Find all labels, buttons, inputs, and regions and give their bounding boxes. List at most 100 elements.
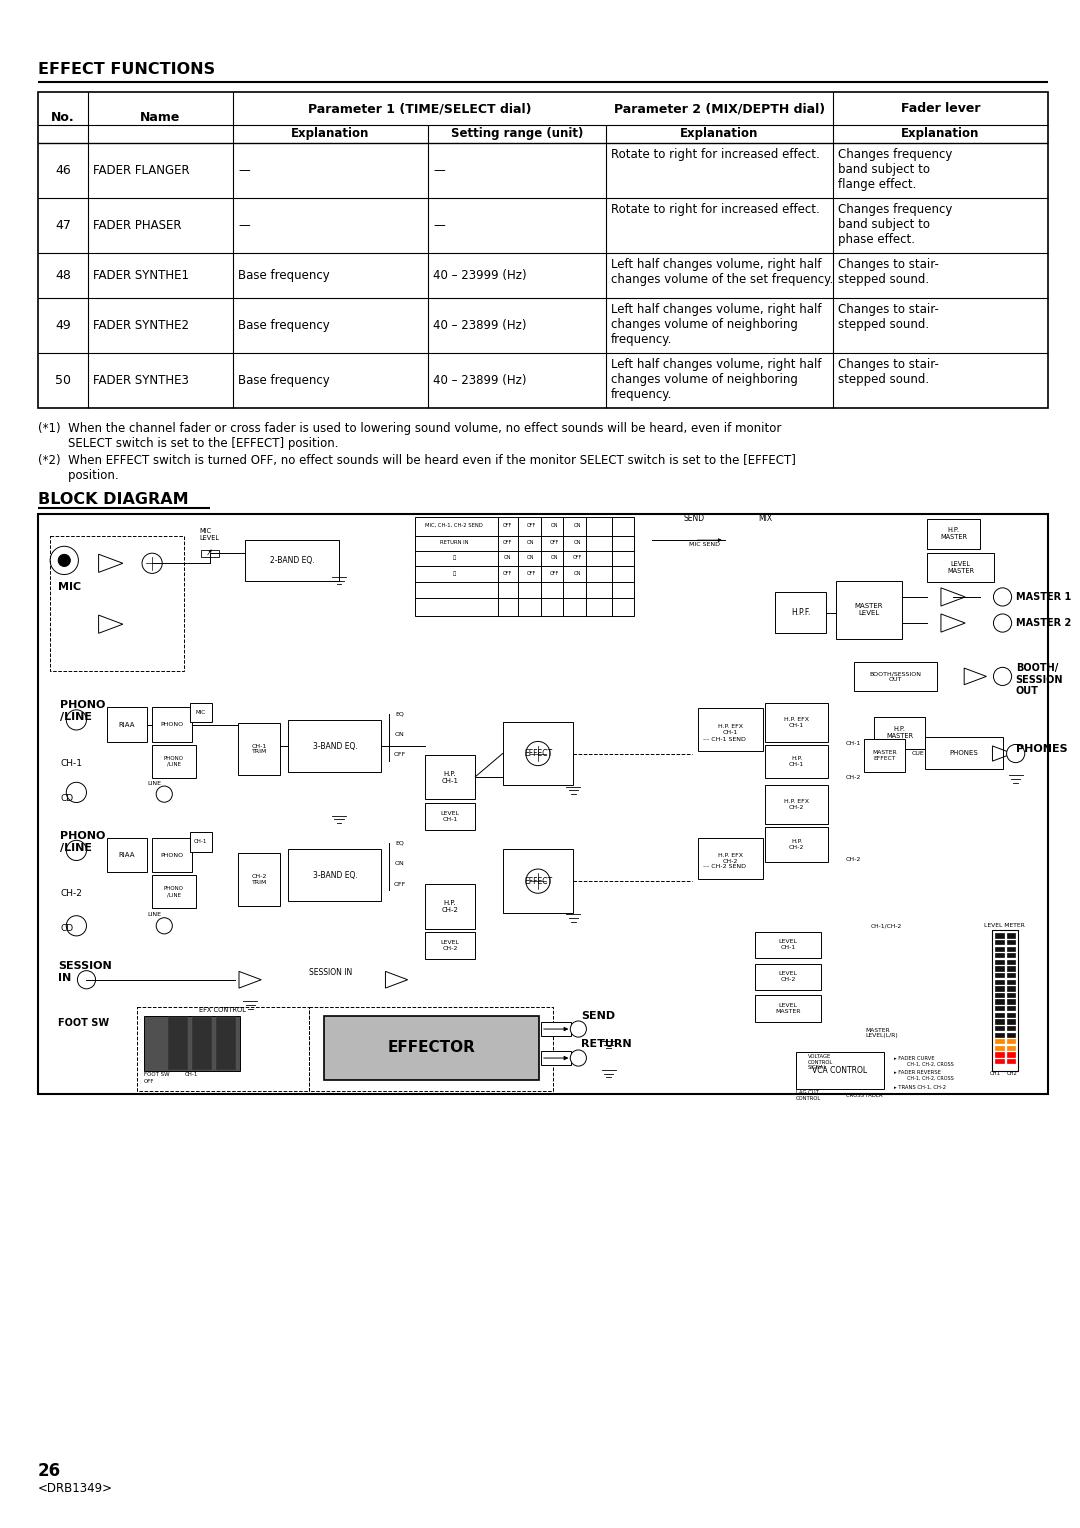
Bar (1007, 953, 1015, 958)
Text: SEND: SEND (581, 1010, 616, 1021)
Circle shape (66, 915, 86, 935)
Bar (415, 516, 634, 616)
Text: —: — (238, 163, 249, 177)
Text: (*1)  When the channel fader or cross fader is used to lowering sound volume, no: (*1) When the channel fader or cross fad… (38, 422, 781, 451)
Bar (189, 831, 212, 851)
Circle shape (157, 785, 173, 802)
Text: 46: 46 (55, 163, 71, 177)
Bar (38, 513, 1048, 1094)
Text: EFFECT FUNCTIONS: EFFECT FUNCTIONS (38, 63, 215, 76)
Bar (766, 785, 828, 824)
Circle shape (157, 918, 173, 934)
Bar (324, 1016, 539, 1079)
Bar (152, 837, 191, 872)
Bar (996, 1013, 1004, 1018)
Circle shape (994, 668, 1012, 686)
Text: CD: CD (60, 924, 73, 934)
Text: H.P. EFX
CH-1: H.P. EFX CH-1 (718, 724, 743, 735)
Text: Explanation: Explanation (902, 127, 980, 141)
Text: 26: 26 (38, 1462, 62, 1481)
Text: PHONO
/LINE: PHONO /LINE (60, 831, 106, 853)
Text: CH2: CH2 (1008, 1071, 1018, 1076)
Bar (996, 999, 1004, 1005)
Text: –– CH-2 SEND: –– CH-2 SEND (703, 865, 745, 869)
Text: 40 – 23999 (Hz): 40 – 23999 (Hz) (433, 269, 527, 283)
Text: OFF: OFF (144, 1079, 154, 1083)
Text: MASTER
EFFECT: MASTER EFFECT (872, 750, 896, 761)
Bar (766, 827, 828, 862)
Bar (1007, 940, 1015, 946)
Text: H.P.F.: H.P.F. (791, 608, 810, 617)
Bar (424, 932, 475, 960)
Bar (996, 1033, 1004, 1038)
Bar (996, 993, 1004, 998)
Text: MIX: MIX (758, 513, 772, 523)
Text: FADER PHASER: FADER PHASER (93, 219, 181, 232)
Bar (854, 662, 937, 691)
Bar (1007, 1059, 1015, 1065)
Text: CD: CD (60, 793, 73, 802)
Bar (766, 744, 828, 778)
Text: Changes to stair-
stepped sound.: Changes to stair- stepped sound. (838, 358, 939, 387)
Text: OFF: OFF (550, 541, 558, 545)
Text: Explanation: Explanation (680, 127, 758, 141)
Bar (288, 850, 381, 902)
Text: OFF: OFF (503, 541, 512, 545)
Text: OUT: OUT (1015, 686, 1039, 697)
Bar (1007, 966, 1015, 972)
Text: RIAA: RIAA (119, 853, 135, 859)
Bar (755, 964, 821, 990)
Bar (152, 744, 195, 778)
Text: PHONO
/LINE: PHONO /LINE (164, 886, 184, 897)
Text: —: — (238, 219, 249, 232)
Text: <DRB1349>: <DRB1349> (38, 1482, 113, 1494)
Circle shape (78, 970, 95, 989)
Text: OFF: OFF (393, 882, 406, 886)
Bar (1007, 999, 1015, 1005)
Bar (107, 707, 147, 743)
Text: FADER SYNTHE1: FADER SYNTHE1 (93, 269, 189, 283)
Text: ON: ON (573, 571, 581, 576)
Bar (238, 723, 281, 775)
Text: ON: ON (573, 541, 581, 545)
Bar (1007, 1033, 1015, 1038)
Text: Explanation: Explanation (292, 127, 369, 141)
Text: MIC
LEVEL: MIC LEVEL (200, 527, 219, 541)
Circle shape (570, 1050, 586, 1067)
Bar (502, 721, 573, 785)
Bar (698, 837, 764, 880)
Text: CROSS FADER: CROSS FADER (846, 1093, 882, 1097)
Text: LEVEL
CH-2: LEVEL CH-2 (779, 972, 797, 983)
Bar (1007, 1019, 1015, 1025)
Bar (766, 703, 828, 743)
Text: Ⓐ: Ⓐ (453, 571, 456, 576)
Text: –– CH-1 SEND: –– CH-1 SEND (703, 736, 745, 741)
Bar (238, 853, 281, 906)
Bar (168, 1018, 188, 1070)
Text: ON: ON (394, 862, 404, 866)
Text: SESSION: SESSION (1015, 675, 1063, 685)
Bar (1007, 1053, 1015, 1057)
Text: CH-1/CH-2: CH-1/CH-2 (870, 923, 902, 929)
Bar (541, 1022, 571, 1036)
Bar (996, 1005, 1004, 1012)
Bar (996, 1019, 1004, 1025)
Text: FADER FLANGER: FADER FLANGER (93, 163, 190, 177)
Text: PHONES: PHONES (1015, 744, 1067, 753)
Text: RIAA: RIAA (119, 721, 135, 727)
Text: CH-1
TRIM: CH-1 TRIM (252, 744, 267, 755)
Text: H.P. EFX
CH-2: H.P. EFX CH-2 (718, 853, 743, 863)
Text: PHONO
/LINE: PHONO /LINE (164, 756, 184, 767)
Text: H.P.
CH-2: H.P. CH-2 (442, 900, 459, 912)
Text: MIC: MIC (58, 582, 81, 591)
Text: FOOT SW: FOOT SW (58, 1018, 109, 1028)
Text: FADER SYNTHE2: FADER SYNTHE2 (93, 319, 189, 332)
Bar (201, 550, 219, 558)
Text: CH-2: CH-2 (846, 857, 862, 862)
Text: CUE: CUE (912, 752, 924, 756)
Bar (541, 1051, 571, 1065)
Text: 3-BAND EQ.: 3-BAND EQ. (312, 741, 357, 750)
Text: OFF: OFF (572, 555, 582, 559)
Text: RETURN IN: RETURN IN (440, 541, 469, 545)
Text: LEVEL METER: LEVEL METER (984, 923, 1025, 929)
